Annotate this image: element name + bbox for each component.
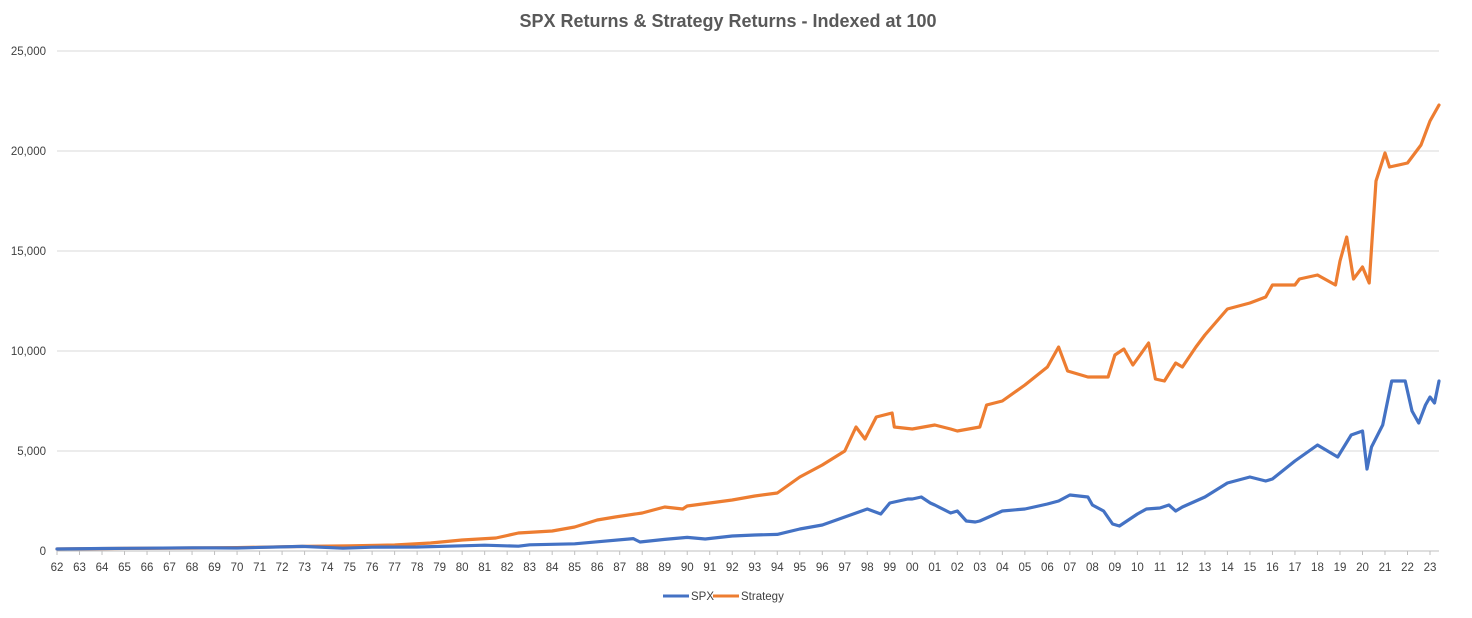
legend-label-spx: SPX (691, 591, 714, 603)
x-tick-label: 99 (883, 562, 896, 574)
x-tick-label: 22 (1401, 562, 1414, 574)
x-tick-label: 83 (523, 562, 536, 574)
x-tick-label: 94 (771, 562, 784, 574)
x-tick-label: 16 (1266, 562, 1279, 574)
x-tick-label: 03 (973, 562, 986, 574)
x-tick-label: 21 (1379, 562, 1392, 574)
x-tick-label: 76 (366, 562, 379, 574)
x-tick-label: 20 (1356, 562, 1369, 574)
x-tick-label: 23 (1424, 562, 1437, 574)
x-tick-label: 71 (253, 562, 266, 574)
x-tick-label: 08 (1086, 562, 1099, 574)
x-tick-label: 07 (1063, 562, 1076, 574)
x-tick-label: 79 (433, 562, 446, 574)
x-tick-label: 66 (141, 562, 154, 574)
x-tick-label: 92 (726, 562, 739, 574)
x-tick-label: 77 (388, 562, 401, 574)
x-tick-label: 13 (1199, 562, 1212, 574)
x-tick-label: 75 (343, 562, 356, 574)
x-tick-label: 97 (838, 562, 851, 574)
legend-label-strategy: Strategy (741, 591, 784, 603)
y-tick-label: 25,000 (11, 46, 46, 58)
x-tick-label: 64 (96, 562, 109, 574)
x-tick-label: 78 (411, 562, 424, 574)
x-tick-label: 70 (231, 562, 244, 574)
series-lines (55, 103, 1441, 551)
x-tick-label: 05 (1018, 562, 1031, 574)
y-axis-ticks: 0 5,000 10,000 15,000 20,000 25,000 (11, 46, 46, 558)
y-tick-label: 0 (40, 546, 46, 558)
x-tick-label: 95 (793, 562, 806, 574)
x-tick-label: 10 (1131, 562, 1144, 574)
x-tick-label: 11 (1154, 562, 1166, 574)
legend: SPX Strategy (663, 591, 784, 603)
y-tick-label: 5,000 (17, 446, 46, 458)
x-tick-label: 19 (1334, 562, 1347, 574)
x-tick-label: 17 (1289, 562, 1302, 574)
x-tick-label: 00 (906, 562, 919, 574)
x-tick-label: 18 (1311, 562, 1324, 574)
x-tick-label: 02 (951, 562, 964, 574)
x-tick-label: 81 (478, 562, 491, 574)
gridlines (57, 50, 1439, 552)
x-tick-label: 80 (456, 562, 469, 574)
y-tick-label: 10,000 (11, 346, 46, 358)
x-tick-label: 82 (501, 562, 514, 574)
x-tick-label: 98 (861, 562, 874, 574)
x-tick-label: 65 (118, 562, 131, 574)
y-tick-label: 15,000 (11, 246, 46, 258)
x-tick-label: 01 (928, 562, 941, 574)
x-tick-label: 86 (591, 562, 604, 574)
x-tick-label: 69 (208, 562, 221, 574)
x-tick-label: 93 (748, 562, 761, 574)
x-tick-label: 67 (163, 562, 176, 574)
x-tick-label: 91 (703, 562, 716, 574)
x-tick-label: 96 (816, 562, 829, 574)
x-tick-label: 68 (186, 562, 199, 574)
x-tick-label: 12 (1176, 562, 1189, 574)
x-tick-label: 85 (568, 562, 581, 574)
series-line-strategy (55, 103, 1441, 551)
x-tick-label: 06 (1041, 562, 1054, 574)
x-tick-label: 04 (996, 562, 1009, 574)
x-tick-label: 90 (681, 562, 694, 574)
chart-title: SPX Returns & Strategy Returns - Indexed… (519, 11, 936, 31)
x-tick-label: 87 (613, 562, 626, 574)
x-tick-label: 74 (321, 562, 334, 574)
x-tick-label: 72 (276, 562, 289, 574)
x-tick-label: 09 (1108, 562, 1121, 574)
x-tick-label: 63 (73, 562, 86, 574)
x-tick-label: 88 (636, 562, 649, 574)
series-line-spx (55, 379, 1441, 551)
x-tick-label: 73 (298, 562, 311, 574)
x-tick-label: 89 (658, 562, 671, 574)
y-tick-label: 20,000 (11, 146, 46, 158)
x-axis-ticks: 62 63 64 65 66 67 68 69 70 71 72 73 74 75 76 77 78 79 80 81… (51, 551, 1437, 574)
x-tick-label: 62 (51, 562, 64, 574)
x-tick-label: 14 (1221, 562, 1234, 574)
x-tick-label: 84 (546, 562, 559, 574)
x-tick-label: 15 (1244, 562, 1257, 574)
